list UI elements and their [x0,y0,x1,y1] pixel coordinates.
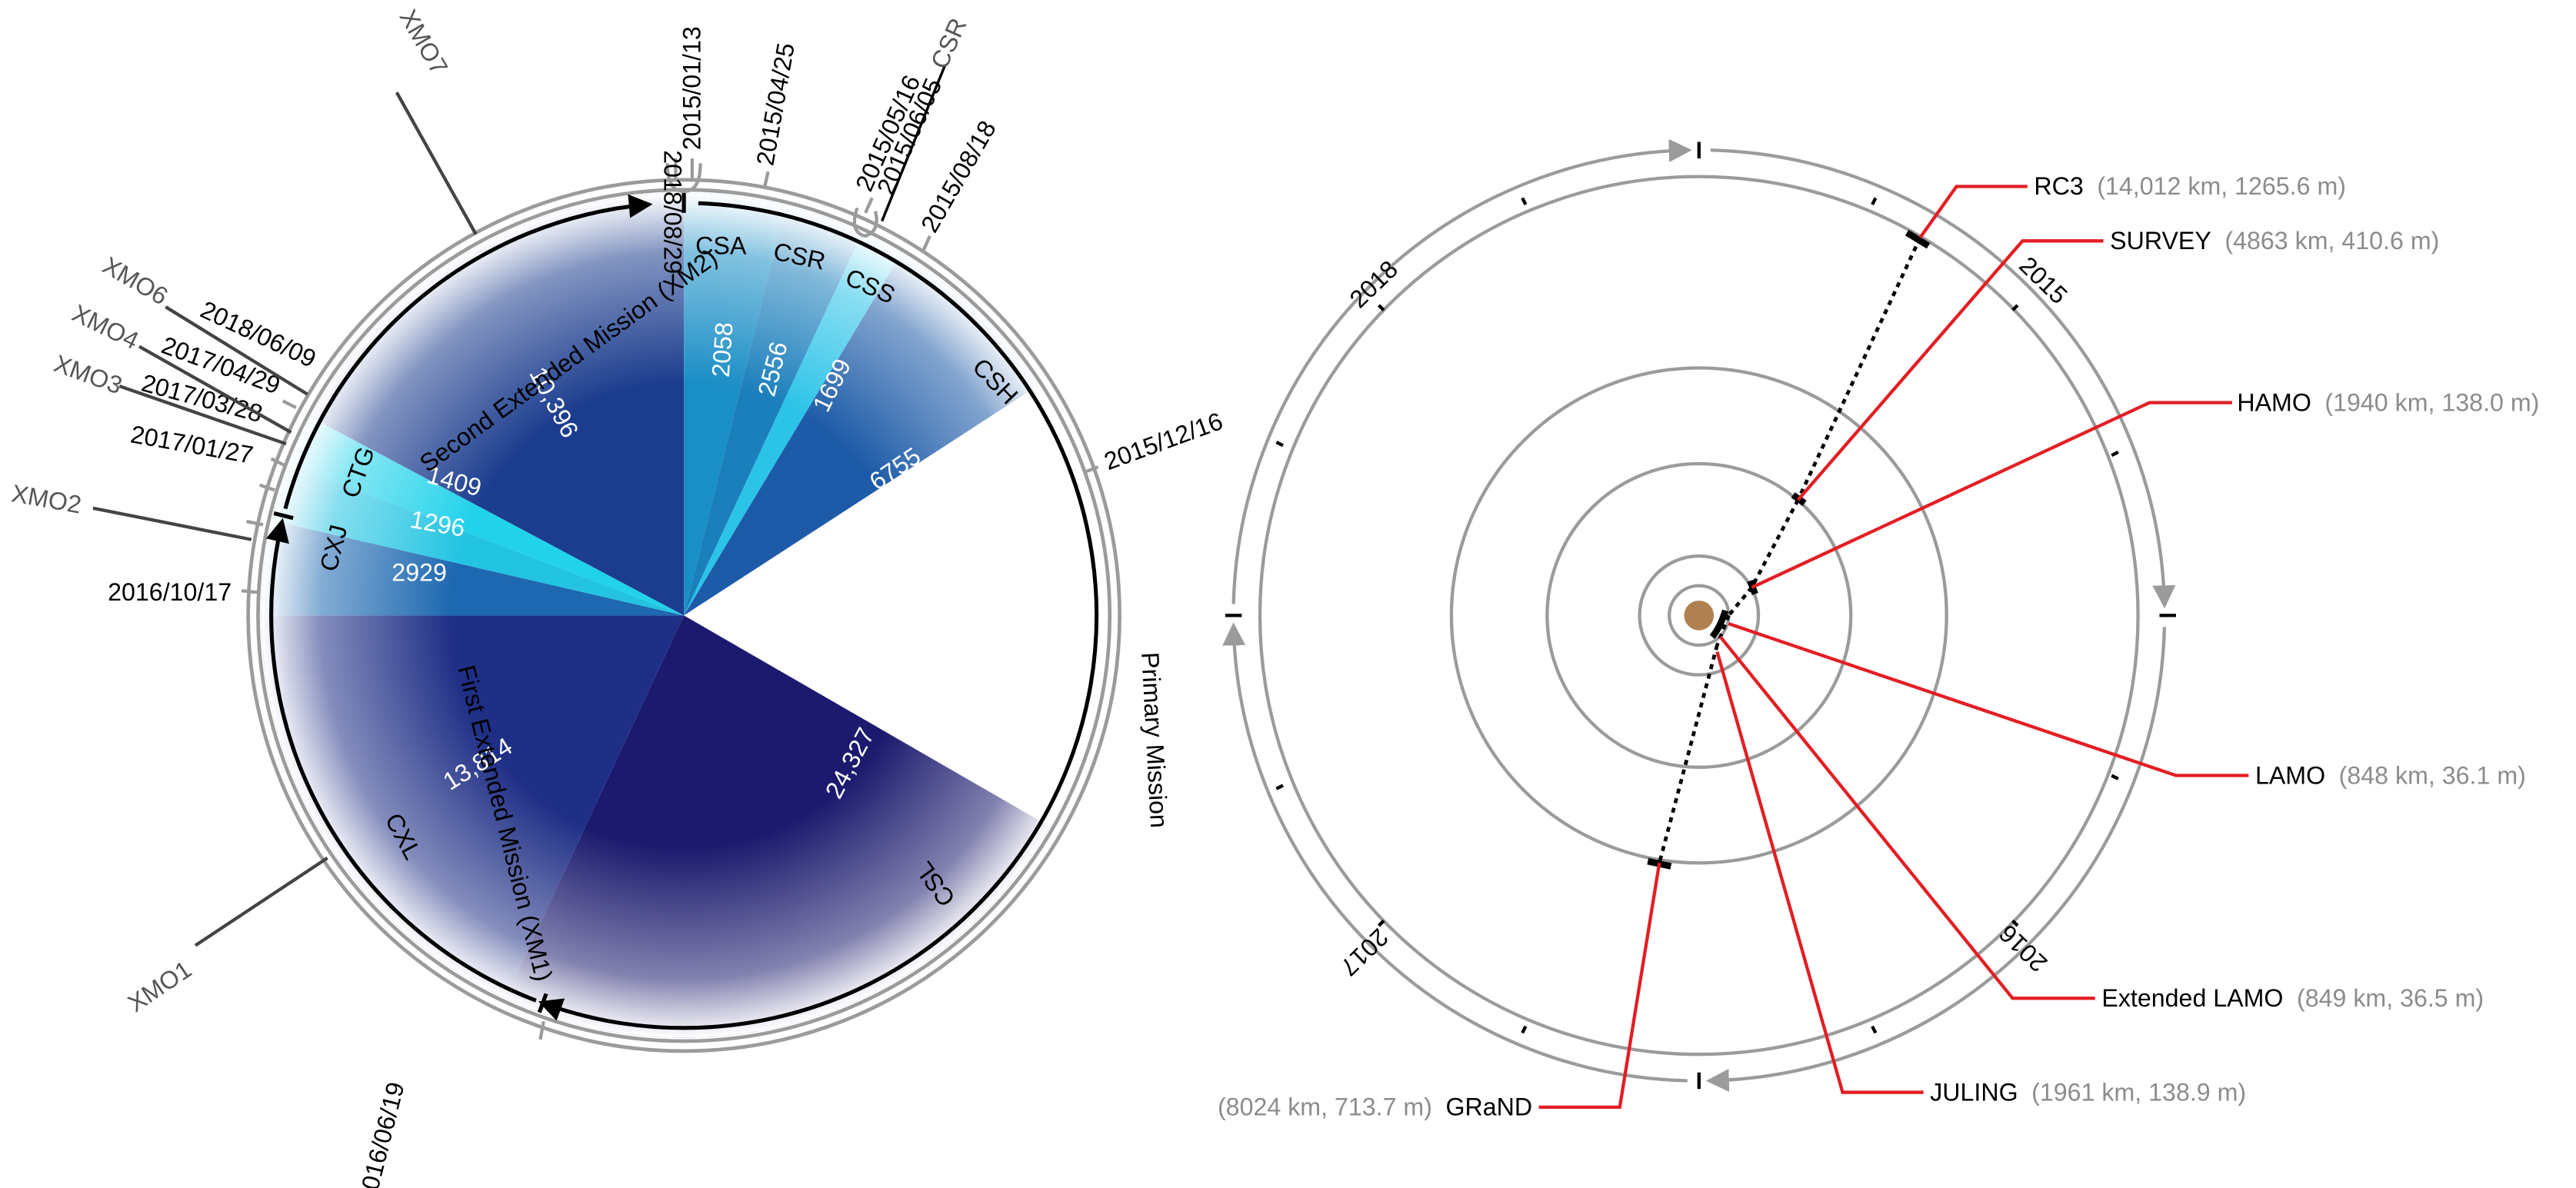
orbit-juling-name: JULING [1930,1078,2018,1106]
csr-outer-label: CSR [925,14,972,73]
orbit-rc3-name: RC3 [2034,172,2083,200]
orbit-leaders [1538,185,2249,1109]
year-label-2017: 2017 [1335,923,1393,982]
orbit-extended-lamo-detail: (849 km, 36.5 m) [2297,984,2484,1012]
timeline-arc-2016 [1705,627,2167,1092]
date-2018-08-29: 2018/08/29 [658,150,686,274]
timeline-ring-inner [1258,175,2140,1057]
svg-text:(8024 km, 713.7 m) GRa: (8024 km, 713.7 m) GRaND [1218,1093,1532,1121]
date-2015-01-13: 2015/01/13 [678,26,706,150]
date-2015-12-16: 2015/12/16 [1101,407,1227,475]
xmo7-label: XMO7 [395,5,454,79]
ceres-body [1684,601,1715,631]
orbit-extended-lamo-name: Extended LAMO [2101,984,2283,1012]
year-ticks [1225,141,2176,1090]
svg-text:RC3 (14,012 km, 1265.6: RC3 (14,012 km, 1265.6 m) [2034,172,2346,200]
date-2016-06-19: 2016/06/19 [353,1080,410,1188]
wedge-value-cxj: 2929 [392,558,447,586]
mission-arcs [265,193,1099,1030]
xmo2-label: XMO2 [9,479,83,518]
svg-text:LAMO (848 km, 36.1 m): LAMO (848 km, 36.1 m) [2255,761,2526,789]
arc-first-extended [265,517,537,1003]
timeline-arc-2017 [1222,622,1688,1083]
orbit-rc3-detail: (14,012 km, 1265.6 m) [2097,172,2346,200]
date-2015-04-25: 2015/04/25 [751,41,799,168]
mission-timeline-pie: 24,327 13,814 2929 1296 1409 10,396 2058… [9,5,1226,1188]
orbit-diagram: 2015 2016 2017 2018 [1218,138,2539,1121]
xmo6-label: XMO6 [98,251,172,311]
xmo-leaders [92,92,478,947]
mission-start-tick [537,993,548,1013]
trajectory-dotted [1658,237,1922,864]
outer-ring-outer [246,178,1121,1053]
svg-text:Extended LAMO (849 km,: Extended LAMO (849 km, 36.5 m) [2101,984,2484,1012]
wedge-code-csa: CSA [695,231,747,259]
xmo3-label: XMO3 [51,349,126,399]
pie-vignette [261,193,1107,1038]
orbit-survey-detail: (4863 km, 410.6 m) [2224,227,2439,255]
orbit-hamo-name: HAMO [2237,388,2311,416]
timeline-arc-2015 [1710,148,2176,609]
orbit-grand-name: GRaND [1445,1093,1532,1121]
orbit-survey-name: SURVEY [2110,227,2211,255]
arc-primary-mission [538,201,1099,1030]
date-2016-10-17: 2016/10/17 [108,578,232,606]
mission-start-tick [273,511,294,521]
wedge-value-csa: 2058 [707,321,738,378]
date-ticks [241,158,1099,1040]
orbit-lamo-name: LAMO [2255,761,2325,789]
orbit-juling-detail: (1961 km, 138.9 m) [2031,1078,2246,1106]
svg-text:JULING (1961 km, 138.9: JULING (1961 km, 138.9 m) [1930,1078,2246,1106]
xmo4-label: XMO4 [68,299,143,354]
svg-text:SURVEY (4863 km, 410.6: SURVEY (4863 km, 410.6 m) [2110,227,2439,255]
xmo1-label: XMO1 [123,955,197,1017]
orbit-segments [1647,229,1931,870]
timeline-arc-2018 [1231,138,1692,604]
orbit-hamo-detail: (1940 km, 138.0 m) [2324,388,2539,416]
svg-text:HAMO (1940 km, 138.0 m: HAMO (1940 km, 138.0 m) [2237,388,2539,416]
date-2015-08-18: 2015/08/18 [915,116,1001,237]
label-primary-mission: Primary Mission [1136,651,1173,828]
arc-second-extended [283,194,653,510]
orbit-grand-detail: (8024 km, 713.7 m) [1218,1093,1432,1121]
orbit-lamo-detail: (848 km, 36.1 m) [2339,761,2526,789]
